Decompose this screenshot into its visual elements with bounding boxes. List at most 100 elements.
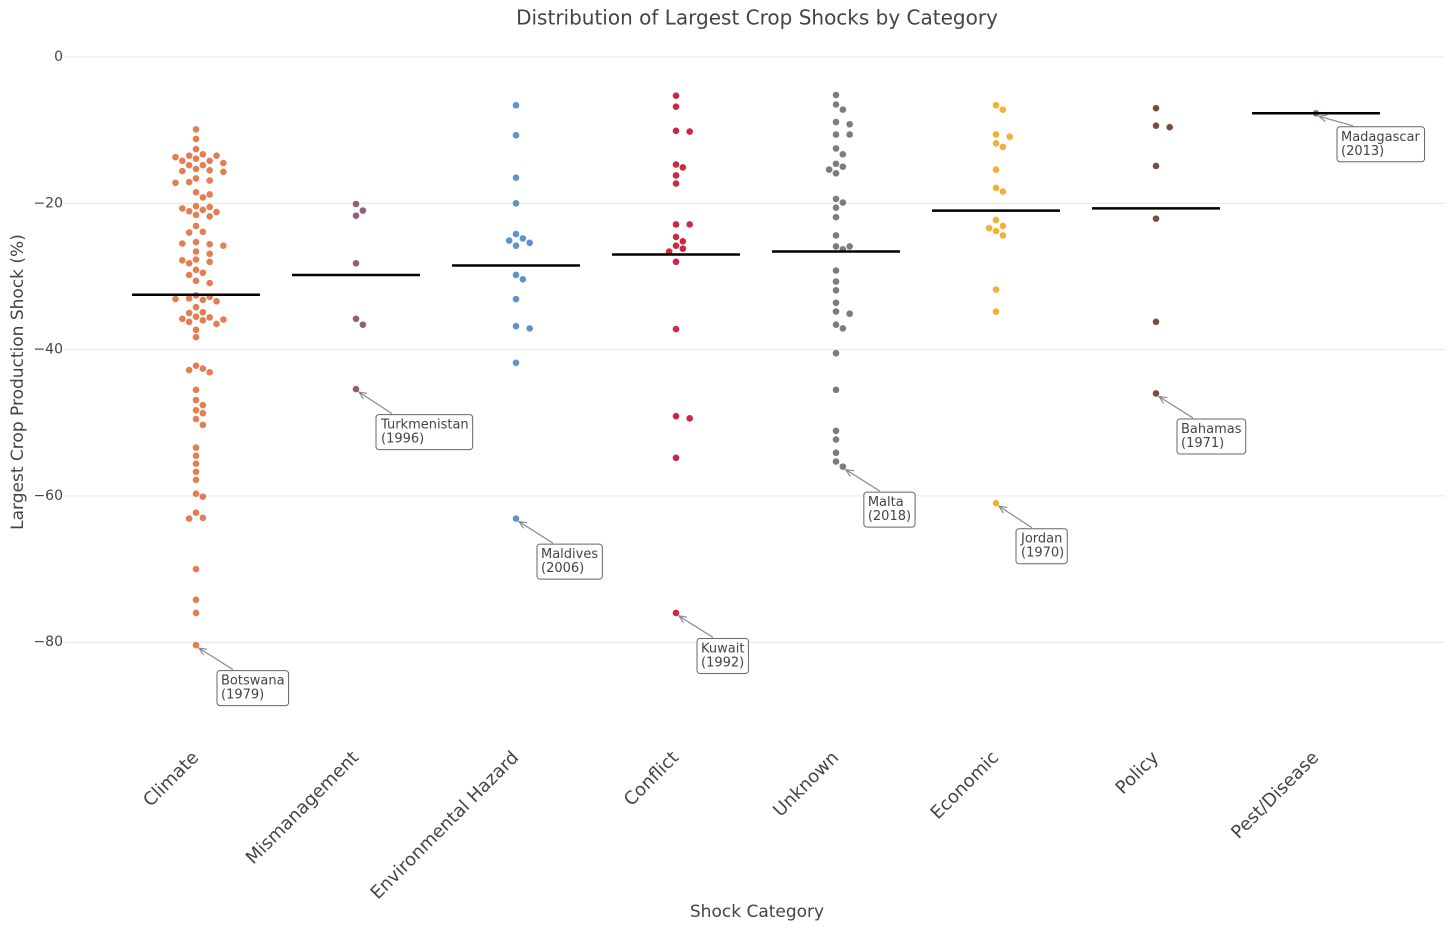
data-point [352,212,360,219]
data-point [672,233,680,241]
data-point [1006,133,1013,140]
data-point [992,184,1000,192]
data-point [832,101,840,108]
data-point [839,163,847,170]
data-point [832,131,840,138]
data-point [172,179,179,187]
data-point [1152,390,1160,397]
y-tick-label: −80 [33,634,63,650]
data-point [512,515,520,522]
data-point [832,160,840,168]
data-point [672,172,680,179]
data-point [192,277,200,285]
data-point [199,228,207,236]
data-point [199,401,207,409]
data-point [185,366,193,374]
data-point [672,412,680,420]
data-point [512,101,520,109]
data-point [832,169,840,177]
data-point [192,238,200,246]
data-point [206,167,213,174]
data-point [220,159,227,167]
data-point [199,514,207,522]
data-point [220,316,227,323]
data-point [213,320,220,328]
data-point [199,161,207,169]
annotation: Jordan(1970) [1015,528,1068,565]
data-point [213,152,220,160]
data-point [192,641,200,649]
data-point [672,92,680,100]
data-point [192,303,200,311]
data-point [512,199,520,207]
y-tick-label: −40 [33,342,63,358]
data-point [512,271,520,279]
data-point [672,180,680,187]
annotation-arrow [199,648,234,671]
data-point [192,362,200,369]
data-point [832,91,840,99]
data-point [992,499,1000,507]
data-point [192,126,200,133]
annotation: Madagascar(2013) [1336,126,1426,163]
data-point [192,222,200,230]
data-point [672,103,680,110]
data-point [185,161,193,169]
data-point [686,128,693,135]
annotation-arrow [999,506,1033,529]
annotation-name: Botswana [221,674,285,689]
annotation-year: (2013) [1341,144,1384,159]
data-point [213,208,220,216]
annotation-name: Malta [868,495,904,510]
data-point [519,276,527,283]
data-point [192,509,200,517]
x-tick-label: Environmental Hazard [367,747,523,903]
annotation-name: Madagascar [1341,130,1421,145]
data-point [179,240,186,247]
data-point [526,325,533,332]
annotation-box [1336,126,1426,163]
y-tick-label: 0 [54,49,63,65]
data-point [839,106,847,113]
data-point [846,120,853,128]
data-point [199,150,207,158]
data-point [1152,318,1160,326]
data-point [832,267,840,274]
data-point [192,490,200,498]
data-point [832,204,840,211]
data-point [192,256,200,263]
data-point [220,242,227,249]
data-point [832,321,840,329]
data-point [185,318,193,326]
annotation-name: Kuwait [701,641,744,656]
data-point [192,248,200,255]
data-point [192,266,200,274]
data-point [185,271,193,279]
data-point [192,145,200,153]
data-point [352,200,360,208]
data-point [172,153,179,161]
data-point [352,315,360,323]
chart-title: Distribution of Largest Crop Shocks by C… [516,6,998,30]
data-point [192,444,200,451]
annotation: Kuwait(1992) [696,637,749,674]
data-point [206,314,213,321]
x-tick-label: Economic [927,747,1003,823]
data-point [832,287,840,294]
data-point [832,308,840,315]
annotation-year: (1970) [1021,546,1064,561]
data-point [199,317,207,324]
data-point [199,409,207,417]
data-point [185,152,193,160]
data-point [1166,123,1173,131]
data-point [679,238,687,245]
annotation-year: (1979) [221,688,264,703]
y-tick-label: −20 [33,195,63,211]
data-point [505,237,513,244]
data-point [992,216,1000,224]
data-point [192,188,200,196]
data-point [672,127,680,135]
data-point [992,101,1000,109]
data-point [192,165,200,173]
